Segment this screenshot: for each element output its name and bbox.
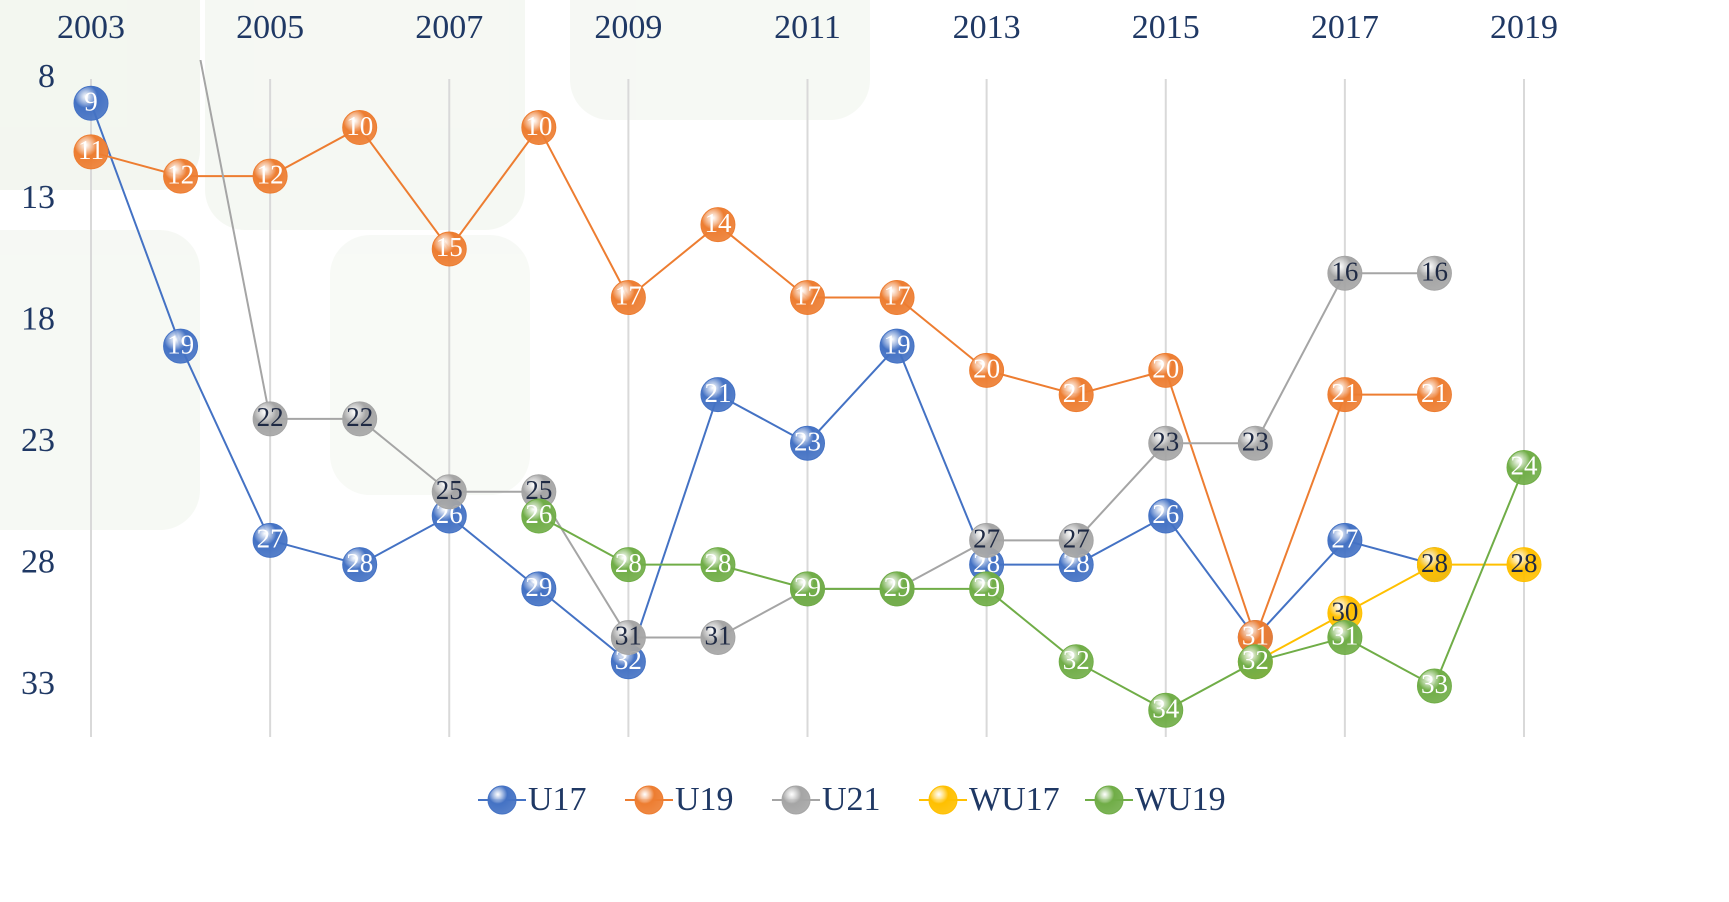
legend-marker xyxy=(929,786,957,814)
data-label: 29 xyxy=(794,572,821,602)
data-label: 17 xyxy=(794,281,821,311)
data-label: 12 xyxy=(167,159,194,189)
x-tick-label: 2005 xyxy=(236,9,304,46)
data-label: 16 xyxy=(1421,256,1448,286)
x-tick-label: 2003 xyxy=(57,9,125,46)
x-tick-label: 2013 xyxy=(953,9,1021,46)
data-label: 31 xyxy=(704,621,731,651)
data-label: 26 xyxy=(525,499,552,529)
legend-item: WU19 xyxy=(1085,781,1226,818)
data-label: 21 xyxy=(1063,378,1090,408)
legend-item: U17 xyxy=(478,781,587,818)
data-label: 22 xyxy=(257,402,284,432)
data-label: 19 xyxy=(167,329,194,359)
y-tick-label: 23 xyxy=(21,422,55,459)
legend-item: U19 xyxy=(625,781,734,818)
legend-item: U21 xyxy=(772,781,881,818)
data-label: 21 xyxy=(704,378,731,408)
data-label: 24 xyxy=(1511,451,1539,481)
data-label: 29 xyxy=(884,572,911,602)
data-label: 23 xyxy=(1152,426,1179,456)
data-label: 10 xyxy=(525,111,552,141)
series-line xyxy=(1255,565,1524,662)
data-label: 11 xyxy=(78,135,104,165)
data-label: 12 xyxy=(257,159,284,189)
legend-label: U19 xyxy=(675,781,734,818)
series-line xyxy=(539,467,1524,710)
data-label: 26 xyxy=(1152,499,1179,529)
data-label: 34 xyxy=(1152,693,1180,723)
y-tick-label: 28 xyxy=(21,543,55,580)
data-label: 17 xyxy=(615,281,642,311)
legend-label: WU19 xyxy=(1135,781,1226,818)
legend-item: WU17 xyxy=(919,781,1060,818)
data-label: 28 xyxy=(346,548,373,578)
data-label: 14 xyxy=(704,208,732,238)
data-label: 27 xyxy=(1063,524,1090,554)
data-label: 27 xyxy=(1331,524,1358,554)
data-label: 25 xyxy=(436,475,463,505)
data-label: 21 xyxy=(1331,378,1358,408)
legend-marker xyxy=(635,786,663,814)
y-tick-label: 18 xyxy=(21,301,55,338)
data-label: 28 xyxy=(704,548,731,578)
data-label: 31 xyxy=(1331,621,1358,651)
data-label: 21 xyxy=(1421,378,1448,408)
data-label: 31 xyxy=(615,621,642,651)
legend-label: U21 xyxy=(822,781,881,818)
x-tick-label: 2009 xyxy=(594,9,662,46)
legend-label: U17 xyxy=(528,781,587,818)
data-label: 20 xyxy=(1152,354,1179,384)
data-label: 22 xyxy=(346,402,373,432)
data-label: 23 xyxy=(1242,426,1269,456)
data-label: 20 xyxy=(973,354,1000,384)
data-label: 29 xyxy=(525,572,552,602)
data-label: 15 xyxy=(436,232,463,262)
data-label: 28 xyxy=(615,548,642,578)
data-label: 23 xyxy=(794,426,821,456)
background-decoration xyxy=(0,0,870,530)
data-label: 19 xyxy=(884,329,911,359)
x-tick-label: 2011 xyxy=(774,9,841,46)
data-label: 32 xyxy=(1063,645,1090,675)
x-tick-label: 2007 xyxy=(415,9,483,46)
data-label: 9 xyxy=(84,86,98,116)
data-label: 28 xyxy=(1421,548,1448,578)
data-label: 27 xyxy=(257,524,284,554)
y-tick-label: 13 xyxy=(21,179,55,216)
legend-label: WU17 xyxy=(969,781,1060,818)
x-tick-label: 2019 xyxy=(1490,9,1558,46)
y-tick-label: 8 xyxy=(38,58,55,95)
data-label: 10 xyxy=(346,111,373,141)
x-tick-label: 2017 xyxy=(1311,9,1379,46)
data-label: 33 xyxy=(1421,669,1448,699)
legend-marker xyxy=(782,786,810,814)
legend-marker xyxy=(1095,786,1123,814)
data-label: 28 xyxy=(1511,548,1538,578)
data-label: 16 xyxy=(1331,256,1358,286)
legend-marker xyxy=(488,786,516,814)
data-label: 27 xyxy=(973,524,1000,554)
data-label: 29 xyxy=(973,572,1000,602)
chart: 2003200520072009201120132015201720198131… xyxy=(0,0,1729,902)
y-tick-label: 33 xyxy=(21,665,55,702)
x-tick-label: 2015 xyxy=(1132,9,1200,46)
data-label: 32 xyxy=(1242,645,1269,675)
data-label: 17 xyxy=(884,281,911,311)
